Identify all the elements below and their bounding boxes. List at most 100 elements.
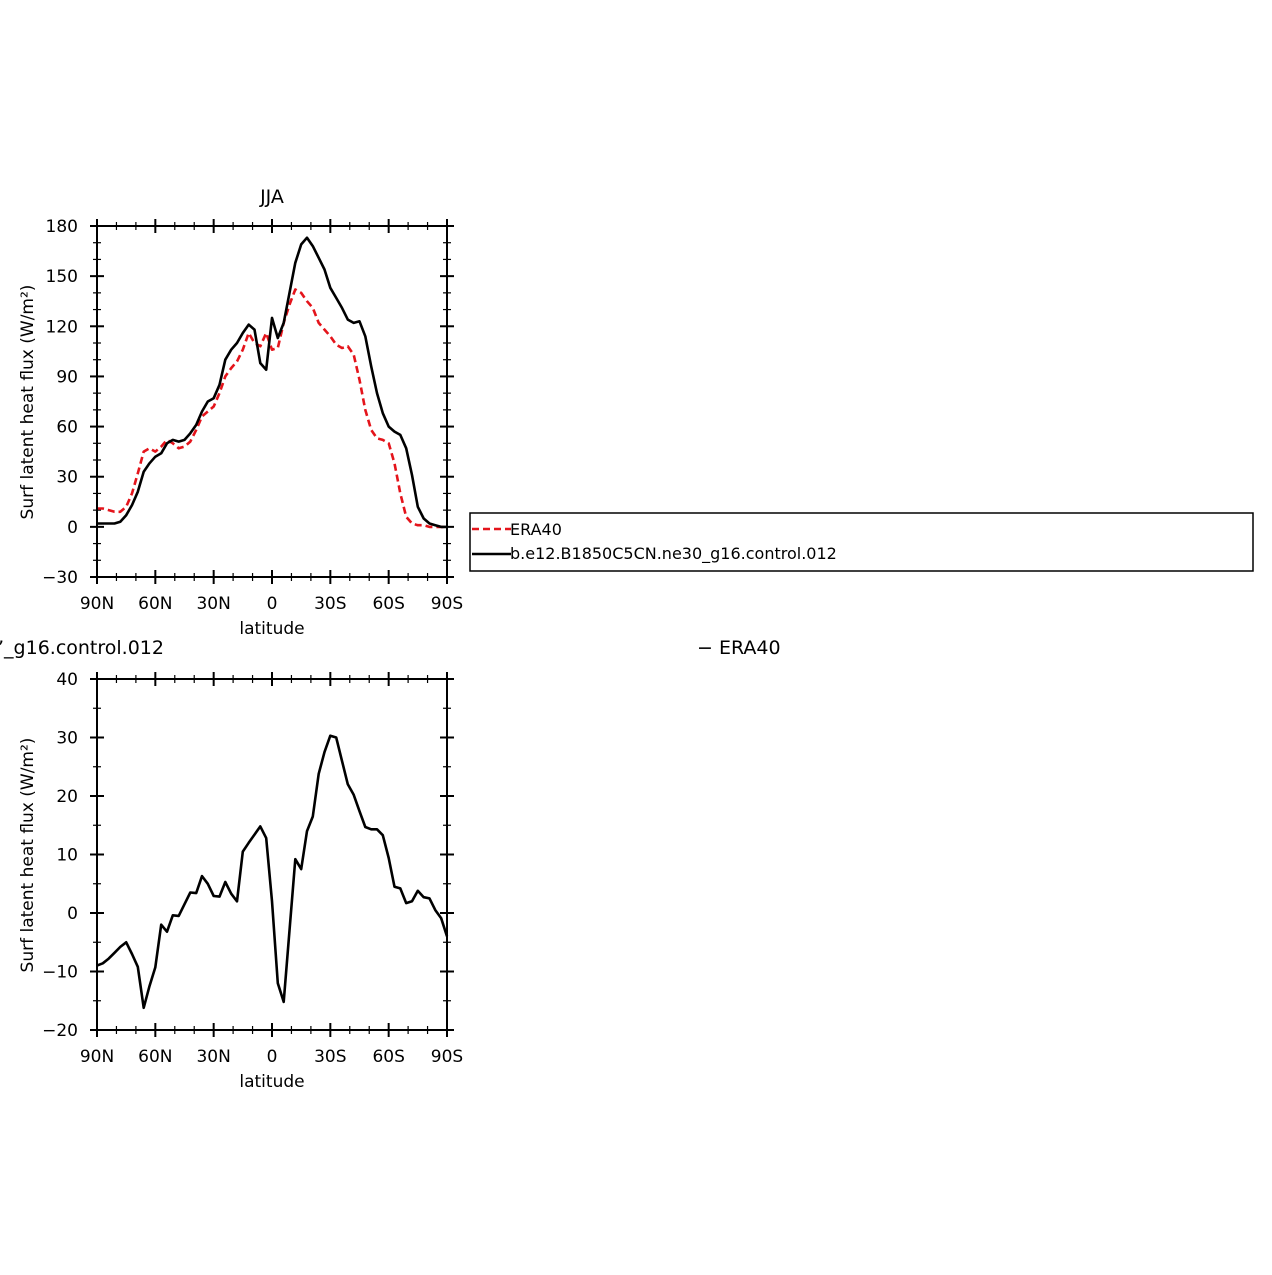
top-x-tick-labels: 90N 60N 30N 0 30S 60S 90S [80,594,463,614]
bottom-data-point-model [440,917,442,919]
top-data-point-era40 [265,332,267,334]
top-data-point-model [166,442,168,444]
top-y-tick-label: −30 [42,568,78,588]
top-data-point-model [248,324,250,326]
top-data-point-era40 [259,345,261,347]
top-data-point-era40 [312,307,314,309]
top-data-point-model [125,514,127,516]
top-data-point-model [143,471,145,473]
bottom-x-tick-labels: 90N 60N 30N 0 30S 60S 90S [80,1047,463,1067]
top-data-point-model [178,441,180,443]
top-data-point-era40 [137,472,139,474]
bottom-data-point-model [388,857,390,859]
bottom-data-point-model [294,858,296,860]
top-data-point-model [388,426,390,428]
bottom-data-point-model [166,931,168,933]
legend-entry-model: b.e12.B1850C5CN.ne30_g16.control.012 [510,544,837,564]
top-data-point-model [347,319,349,321]
top-data-point-era40 [394,462,396,464]
top-data-point-era40 [359,379,361,381]
bottom-data-point-model [318,773,320,775]
bottom-data-point-model [394,886,396,888]
bottom-data-point-model [277,982,279,984]
top-data-point-era40 [417,524,419,526]
bottom-data-point-model [154,966,156,968]
bottom-axis-ticks [90,672,454,1037]
top-data-point-era40 [388,442,390,444]
top-data-point-model [254,329,256,331]
top-axis-ticks [90,219,454,584]
top-data-point-era40 [230,367,232,369]
top-data-point-model [434,524,436,526]
bottom-data-point-model [184,903,186,905]
bottom-data-point-model [178,915,180,917]
bottom-y-tick-label: 40 [56,670,78,690]
top-data-point-era40 [300,292,302,294]
top-data-point-model [265,369,267,371]
top-data-point-model [201,411,203,413]
legend: ERA40 b.e12.B1850C5CN.ne30_g16.control.0… [469,512,1254,572]
top-data-point-era40 [353,354,355,356]
top-y-tick-label: 150 [46,267,78,287]
legend-entry-era40: ERA40 [510,520,562,539]
top-data-point-model [429,523,431,525]
bottom-data-point-model [289,930,291,932]
bottom-y-tick-label: −20 [42,1021,78,1041]
top-data-point-model [108,523,110,525]
bottom-data-point-model [242,851,244,853]
top-data-point-model [119,521,121,523]
top-data-point-era40 [154,451,156,453]
top-y-axis-label: Surf latent heat flux (W/m²) [18,285,38,520]
top-data-point-era40 [131,492,133,494]
bottom-data-point-model [347,783,349,785]
top-data-point-era40 [224,375,226,377]
top-data-point-era40 [370,429,372,431]
top-y-tick-label: 0 [67,518,78,538]
top-data-point-model [242,332,244,334]
bottom-data-point-model [189,892,191,894]
top-panel-title: JJA [259,186,284,208]
top-data-point-model [277,337,279,339]
bottom-data-point-model [417,890,419,892]
top-data-point-model [394,431,396,433]
top-data-point-model [184,439,186,441]
bottom-data-point-model [160,924,162,926]
bottom-data-point-model [359,810,361,812]
top-data-point-model [423,518,425,520]
bottom-x-tick-label: 60S [372,1047,404,1067]
top-data-point-era40 [289,304,291,306]
bottom-data-point-model [329,735,331,737]
top-data-point-model [219,384,221,386]
top-y-tick-label: 90 [56,367,78,387]
top-data-point-era40 [195,429,197,431]
top-data-point-era40 [178,447,180,449]
top-data-point-era40 [347,345,349,347]
bottom-data-point-model [376,828,378,830]
bottom-data-point-model [405,902,407,904]
top-x-tick-label: 60N [138,594,172,614]
bottom-x-axis-label: latitude [239,1072,304,1092]
top-data-point-model [131,504,133,506]
top-data-point-model [236,342,238,344]
top-data-point-model [149,462,151,464]
bottom-x-tick-label: 30S [314,1047,346,1067]
top-data-point-era40 [184,446,186,448]
top-series-line-model [97,236,447,529]
bottom-data-point-model [143,1007,145,1009]
top-data-point-model [102,523,104,525]
top-data-point-model [154,456,156,458]
top-data-point-model [359,320,361,322]
bottom-panel: ’_g16.control.012 − ERA40 −20 −10 0 10 20 30 4… [0,637,781,1092]
top-data-point-era40 [149,447,151,449]
top-x-tick-label: 90N [80,594,114,614]
top-data-point-era40 [236,360,238,362]
top-data-point-era40 [114,511,116,513]
top-data-point-era40 [376,437,378,439]
bottom-data-point-model [131,953,133,955]
top-data-point-model [306,237,308,239]
top-data-point-era40 [143,451,145,453]
top-data-point-model [335,297,337,299]
top-plot-frame [96,225,448,578]
top-data-point-era40 [271,349,273,351]
top-data-point-model [300,243,302,245]
